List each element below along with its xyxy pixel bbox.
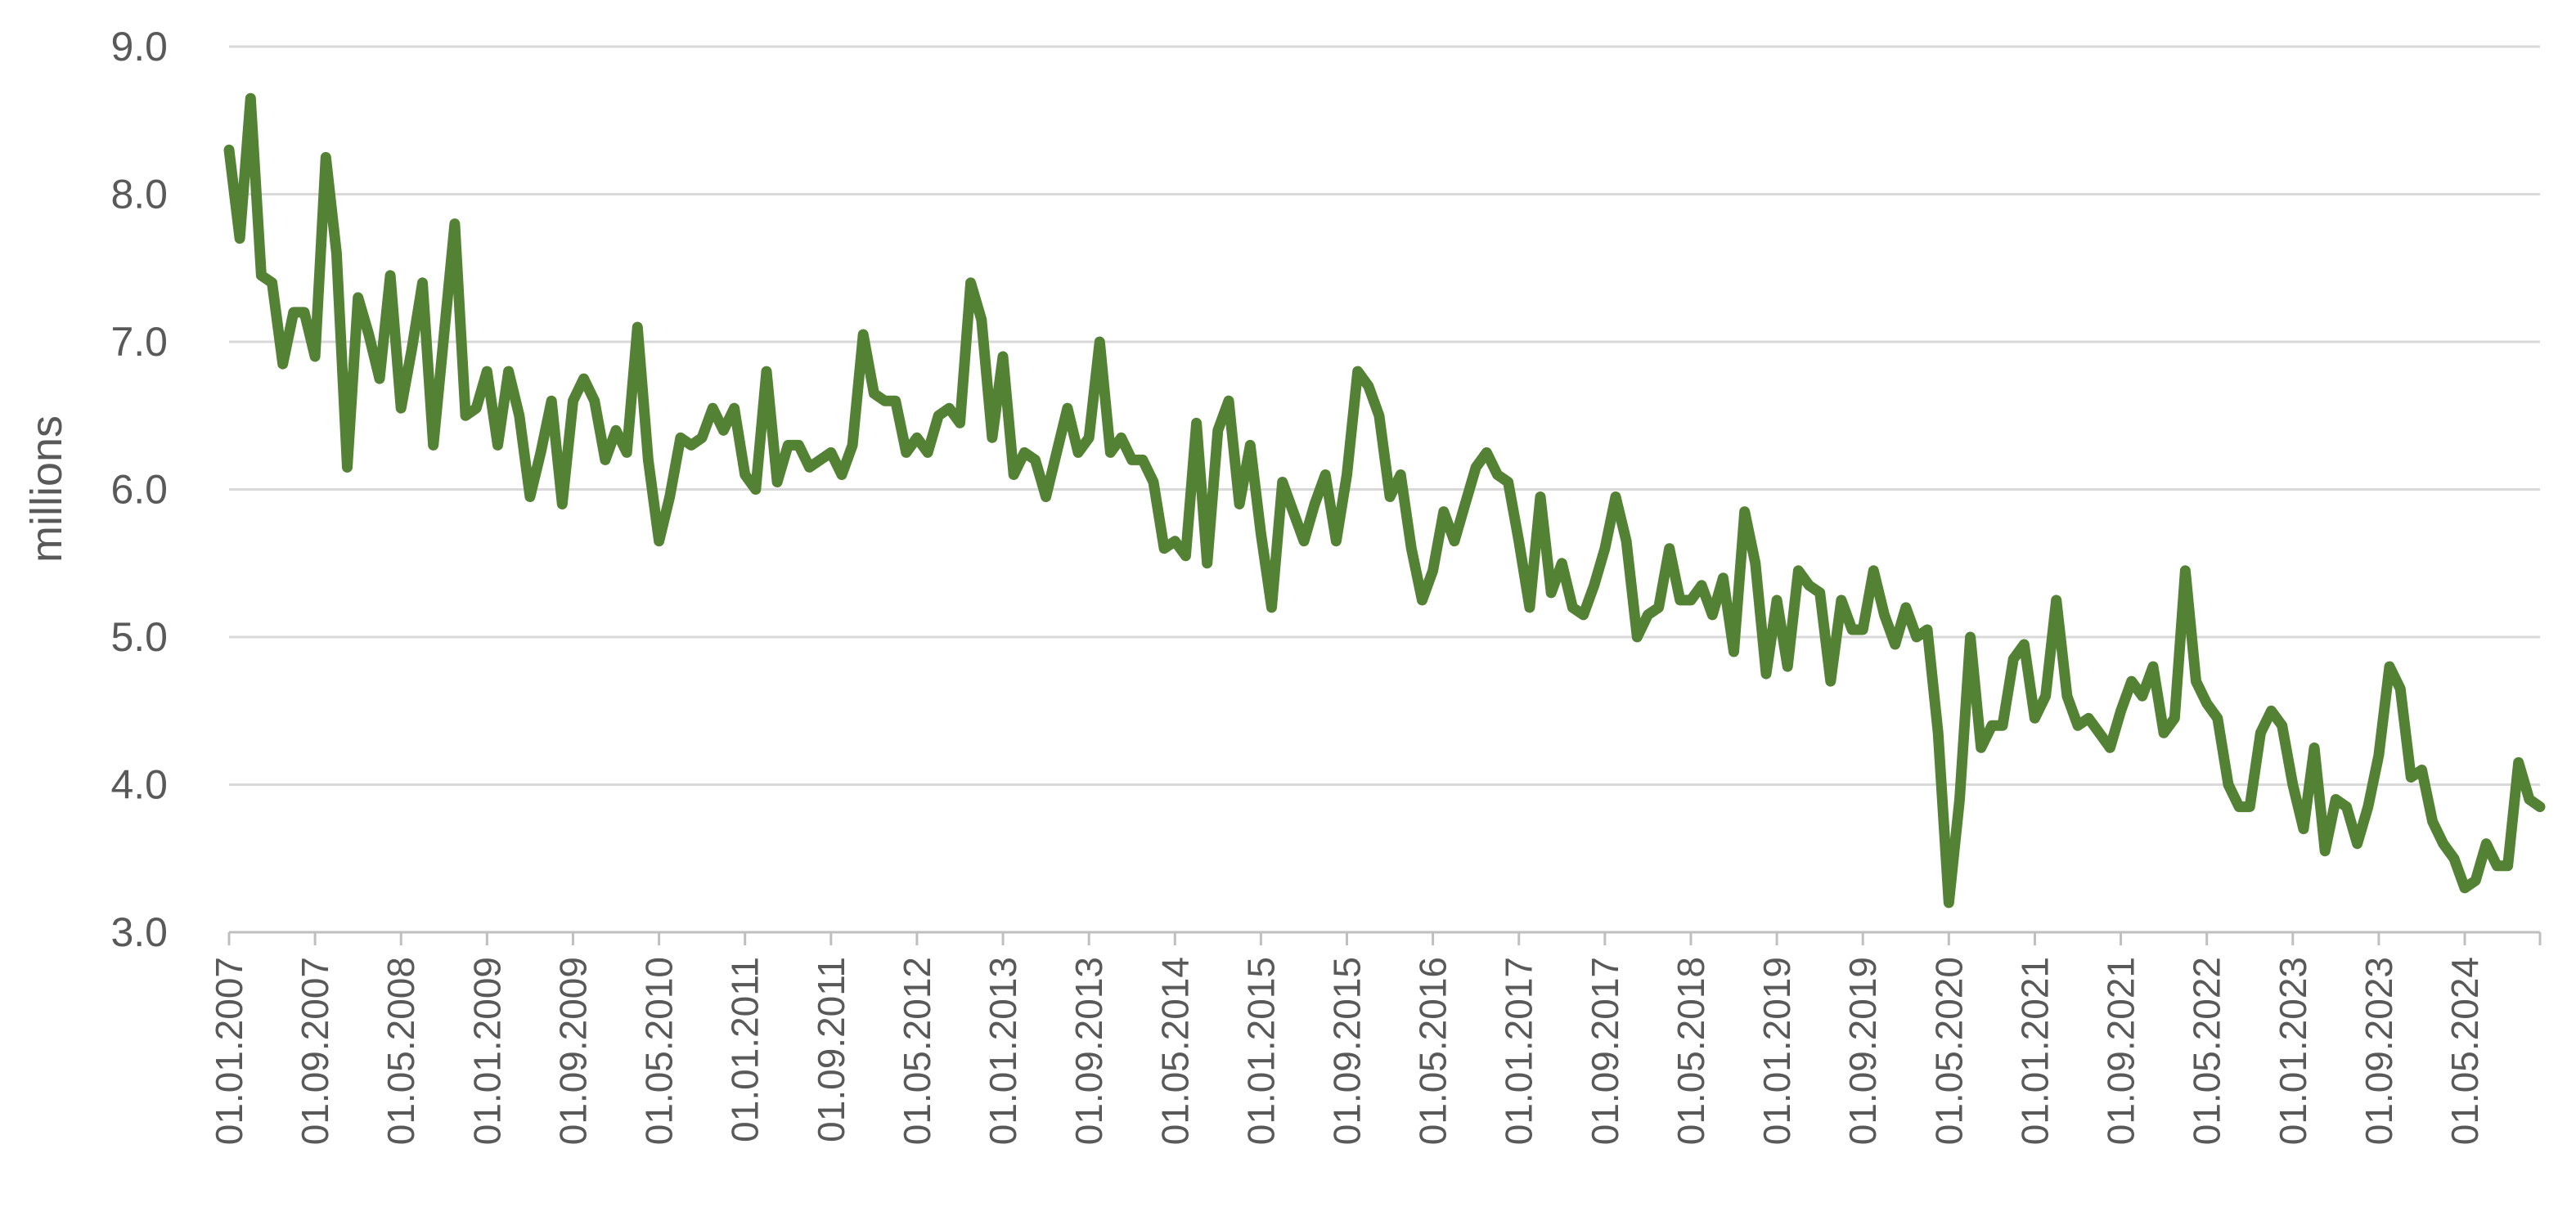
x-tick-label: 01.09.2007 [294, 957, 336, 1145]
x-tick-label: 01.01.2007 [208, 957, 250, 1145]
x-tick-label: 01.09.2023 [2358, 957, 2400, 1145]
y-axis-title: millions [22, 415, 71, 563]
x-tick-label: 01.01.2009 [465, 957, 508, 1145]
series-area [223, 92, 2546, 909]
x-tick-label: 01.05.2024 [2443, 957, 2486, 1145]
x-tick-label: 01.01.2021 [2013, 957, 2056, 1145]
y-axis-tick-labels: 3.0 4.0 5.0 6.0 7.0 8.0 9.0 [110, 24, 168, 955]
x-tick-label: 01.09.2011 [810, 957, 852, 1142]
x-tick-label: 01.05.2016 [1412, 957, 1454, 1145]
x-tick-label: 01.01.2013 [982, 957, 1024, 1145]
x-tick-label: 01.05.2014 [1153, 957, 1196, 1145]
x-tick-label: 01.01.2023 [2272, 957, 2314, 1145]
y-tick-label: 7.0 [110, 319, 168, 365]
x-tick-label: 01.09.2019 [1841, 957, 1884, 1145]
x-tick-label: 01.09.2013 [1068, 957, 1110, 1145]
x-tick-label: 01.01.2017 [1498, 957, 1540, 1145]
y-tick-label: 3.0 [110, 909, 168, 955]
x-tick-label: 01.05.2020 [1927, 957, 1970, 1145]
x-tick-label: 01.05.2008 [380, 957, 422, 1145]
y-tick-label: 8.0 [110, 172, 168, 218]
x-tick-label: 01.01.2019 [1756, 957, 1798, 1145]
x-tick-label: 01.09.2009 [551, 957, 594, 1145]
y-tick-label: 6.0 [110, 467, 168, 513]
x-tick-label: 01.09.2015 [1326, 957, 1369, 1145]
x-tick-label: 01.05.2022 [2186, 957, 2228, 1145]
x-tick-label: 01.05.2010 [638, 957, 681, 1145]
y-tick-label: 5.0 [110, 614, 168, 660]
x-axis: 01.01.2007 01.09.2007 01.05.2008 01.01.2009… [208, 931, 2542, 1145]
x-tick-label: 01.01.2015 [1239, 957, 1282, 1145]
series-line [223, 92, 2546, 909]
x-tick-label: 01.05.2012 [896, 957, 938, 1145]
y-tick-label: 4.0 [110, 762, 168, 808]
x-tick-label: 01.01.2011 [724, 957, 767, 1142]
x-tick-label: 01.09.2021 [2100, 957, 2142, 1145]
x-tick-label: 01.09.2017 [1584, 957, 1626, 1145]
y-tick-label: 9.0 [110, 24, 168, 70]
x-tick-label: 01.05.2018 [1670, 957, 1712, 1145]
